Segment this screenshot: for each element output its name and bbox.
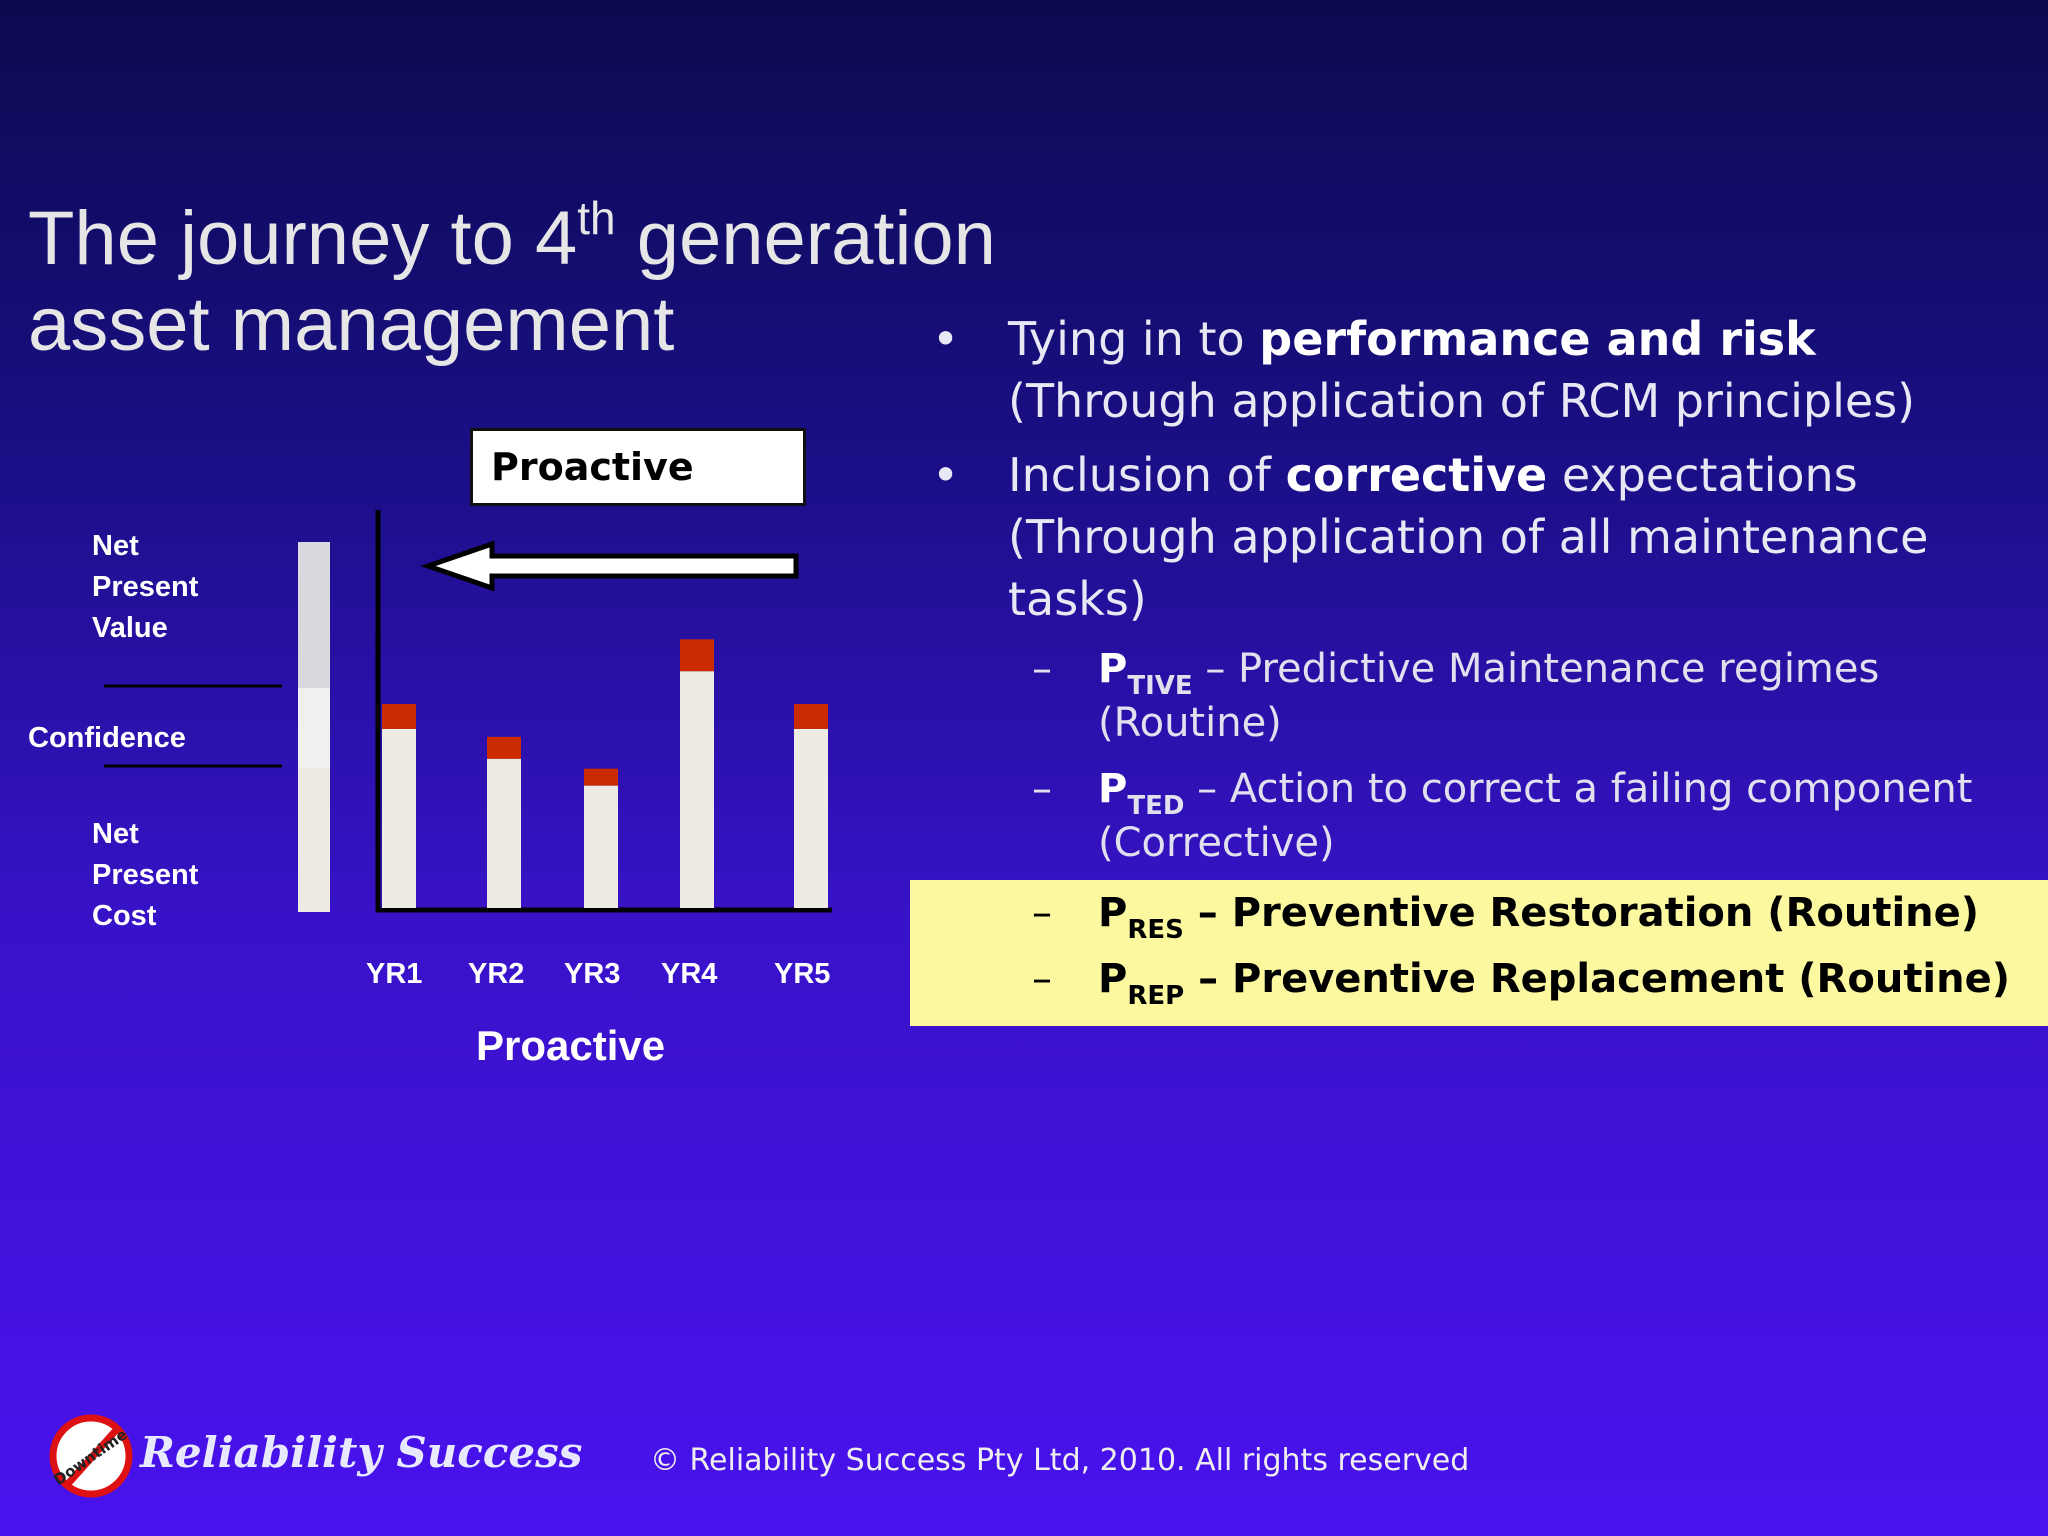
npc-line: Cost bbox=[92, 900, 157, 932]
tick-label: YR5 bbox=[774, 958, 831, 990]
title-pre: The journey to 4 bbox=[28, 196, 578, 281]
npc-label: Net Present Cost bbox=[92, 814, 198, 937]
sub-text: – Predictive Maintenance regimes (Routin… bbox=[1098, 646, 1880, 746]
proactive-box: Proactive bbox=[470, 428, 806, 506]
sub-item: – PTIVE – Predictive Maintenance regimes… bbox=[920, 642, 2030, 750]
bullet-dot: • bbox=[932, 448, 960, 502]
bullet-text: Inclusion of bbox=[1008, 448, 1286, 502]
bullet-text: Tying in to bbox=[1008, 312, 1260, 366]
bar-top-yr2 bbox=[487, 736, 521, 759]
highlight-text: PRES – Preventive Restoration (Routine) bbox=[1098, 890, 1980, 943]
tick-label: YR4 bbox=[661, 958, 718, 990]
sub-dash: – bbox=[1032, 956, 1052, 1002]
highlight-box: – PRES – Preventive Restoration (Routine… bbox=[910, 880, 2048, 1026]
no-downtime-slash bbox=[63, 1425, 121, 1489]
bar-base-yr3 bbox=[584, 785, 618, 908]
confidence-label: Confidence bbox=[28, 722, 186, 754]
title-sup: th bbox=[577, 192, 616, 244]
tick-label: YR2 bbox=[468, 958, 525, 990]
title-post: generation bbox=[615, 196, 996, 281]
chart-caption: Proactive bbox=[476, 1022, 666, 1069]
bar-base-yr4 bbox=[680, 671, 714, 908]
confidence-band bbox=[298, 688, 330, 768]
bullet-item: • Tying in to performance and risk (Thro… bbox=[920, 308, 2030, 432]
p-subscript: TIVE bbox=[1127, 671, 1193, 701]
p-letter: P bbox=[1098, 766, 1128, 812]
bar-base-yr2 bbox=[487, 758, 521, 908]
p-letter: P bbox=[1098, 956, 1128, 1002]
npv-line: Present bbox=[92, 571, 199, 603]
bar-base-yr5 bbox=[794, 728, 828, 908]
highlight-text: PREP – Preventive Replacement (Routine) bbox=[1098, 956, 2011, 1009]
npv-line: Net bbox=[92, 530, 139, 562]
company-logo: Downtime bbox=[49, 1414, 133, 1498]
sub-dash: – bbox=[1032, 890, 1052, 936]
tick-label: YR1 bbox=[366, 958, 423, 990]
bullet-emphasis: corrective bbox=[1285, 448, 1548, 502]
p-subscript: TED bbox=[1127, 791, 1185, 821]
npc-line: Present bbox=[92, 859, 199, 891]
bullet-text: (Through application of RCM principles) bbox=[1008, 374, 1916, 428]
bar-top-yr4 bbox=[680, 639, 714, 672]
p-subscript: REP bbox=[1127, 981, 1185, 1011]
bullet-text: expectations (Through application of all… bbox=[1008, 448, 1929, 626]
p-subscript: RES bbox=[1127, 915, 1184, 945]
highlight-desc: – Preventive Restoration (Routine) bbox=[1183, 890, 1980, 936]
npv-line: Value bbox=[92, 612, 168, 644]
sub-dash: – bbox=[1032, 766, 1052, 812]
bar-top-yr3 bbox=[584, 768, 618, 786]
bar-top-yr5 bbox=[794, 704, 828, 729]
bullet-emphasis: performance and risk bbox=[1259, 312, 1816, 366]
bar-base-yr1 bbox=[382, 728, 416, 908]
tick-label: YR3 bbox=[564, 958, 621, 990]
bullet-dot: • bbox=[932, 312, 960, 366]
p-letter: P bbox=[1098, 890, 1128, 936]
copyright-footer: © Reliability Success Pty Ltd, 2010. All… bbox=[650, 1443, 1470, 1478]
bar-top-yr1 bbox=[382, 704, 416, 729]
p-letter: P bbox=[1098, 646, 1128, 692]
sub-dash: – bbox=[1032, 646, 1052, 692]
left-arrow bbox=[420, 540, 799, 592]
highlight-desc: – Preventive Replacement (Routine) bbox=[1184, 956, 2011, 1002]
title-line2: asset management bbox=[28, 282, 675, 367]
bullet-list: • Tying in to performance and risk (Thro… bbox=[920, 308, 2030, 882]
npc-line: Net bbox=[92, 818, 139, 850]
npc-column bbox=[298, 768, 330, 912]
bullet-item: • Inclusion of corrective expectations (… bbox=[920, 444, 2030, 630]
slide-title: The journey to 4th generation asset manag… bbox=[28, 195, 1028, 368]
npv-column bbox=[298, 542, 330, 688]
npv-label: Net Present Value bbox=[92, 526, 198, 649]
sub-item: – PTED – Action to correct a failing com… bbox=[920, 762, 2030, 870]
sub-text: – Action to correct a failing component … bbox=[1098, 766, 1973, 866]
logo-text: Reliability Success bbox=[140, 1428, 583, 1477]
